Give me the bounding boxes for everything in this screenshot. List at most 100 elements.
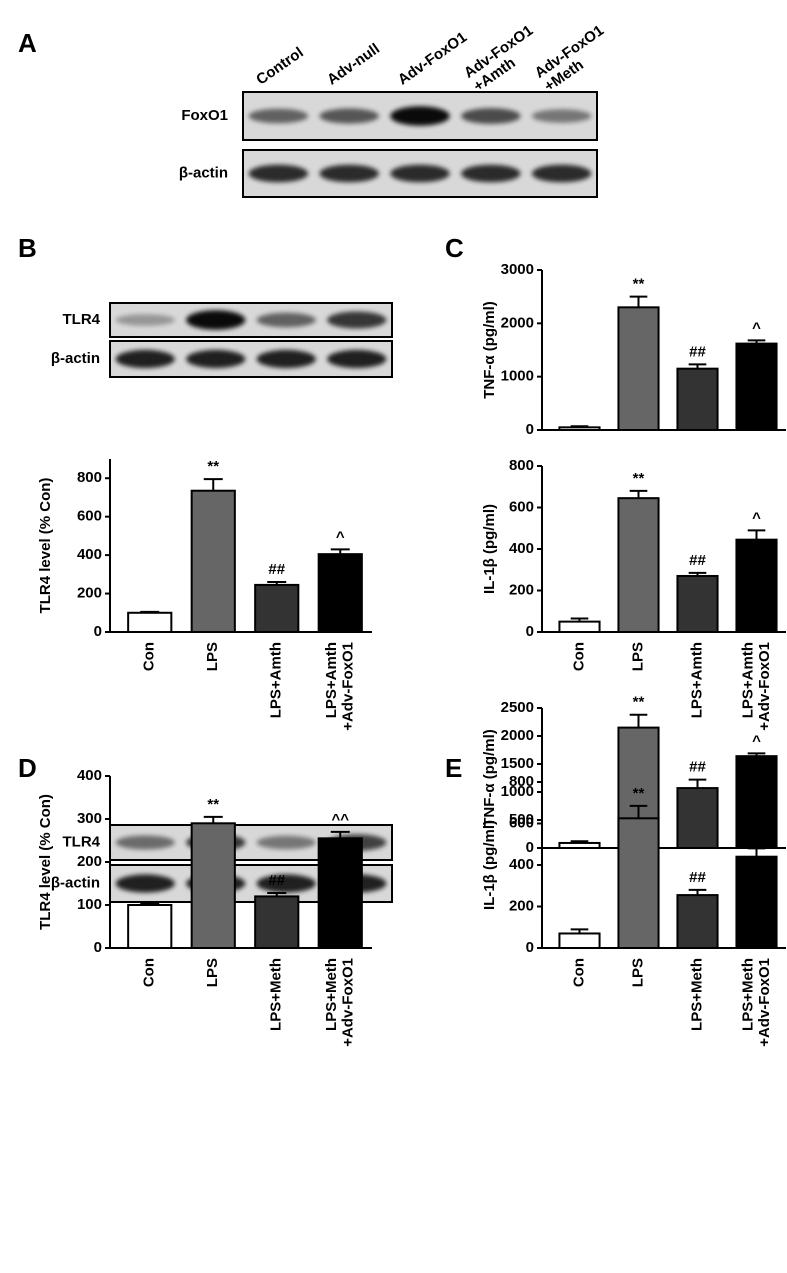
panel-label: B — [18, 233, 37, 263]
y-tick-label: 400 — [77, 546, 102, 563]
lane-label: Control — [253, 44, 306, 89]
y-tick-label: 600 — [509, 498, 534, 515]
bar — [558, 620, 601, 633]
blot-row-label: β-actin — [179, 164, 228, 181]
lane-label: Adv-FoxO1 — [395, 29, 470, 89]
lane-label: Adv-null — [324, 40, 383, 88]
blot-band — [186, 349, 246, 369]
blot-row-label: TLR4 — [63, 833, 101, 850]
x-tick-label: LPS+Meth — [688, 958, 705, 1031]
y-tick-label: 200 — [509, 581, 534, 598]
x-tick-label: LPS — [204, 958, 221, 987]
y-tick-label: 0 — [94, 623, 102, 640]
blot-row-label: FoxO1 — [181, 107, 228, 124]
y-tick-label: 800 — [509, 457, 534, 474]
x-tick-label: LPS+Meth+Adv-FoxO1 — [323, 958, 357, 1047]
x-tick-label: LPS — [629, 642, 646, 671]
y-tick-label: 0 — [526, 839, 534, 856]
blot-band — [115, 874, 175, 893]
bar — [190, 489, 236, 634]
lane-label: Adv-FoxO1+Meth — [532, 22, 617, 95]
bar — [735, 538, 778, 633]
y-tick-label: 1500 — [501, 755, 534, 772]
x-tick-label: LPS+Amth — [688, 642, 705, 718]
blot-band — [461, 108, 521, 124]
x-tick-label: LPS — [629, 958, 646, 987]
blot-band — [256, 874, 316, 893]
bar — [317, 553, 363, 634]
bar — [558, 426, 601, 432]
blot-band — [390, 164, 450, 183]
bar — [676, 574, 719, 633]
significance-mark: ** — [633, 694, 645, 711]
blot-band — [327, 349, 387, 369]
y-tick-label: 2000 — [501, 727, 534, 744]
blot-band — [186, 310, 246, 330]
significance-mark: ## — [689, 552, 706, 569]
y-tick-label: 200 — [509, 897, 534, 914]
x-tick-label: LPS+Amth+Adv-FoxO1 — [323, 642, 357, 731]
bar — [190, 822, 236, 949]
significance-mark: ** — [633, 276, 645, 293]
y-axis-label: TNF-α (pg/ml) — [481, 729, 498, 827]
y-tick-label: 3000 — [501, 261, 534, 278]
bar — [317, 837, 363, 949]
significance-mark: ^ — [752, 732, 761, 749]
y-tick-label: 200 — [77, 853, 102, 870]
blot-row-label: β-actin — [51, 350, 100, 367]
significance-mark: ** — [207, 458, 219, 475]
significance-mark: ** — [633, 470, 645, 487]
y-tick-label: 400 — [509, 856, 534, 873]
x-tick-label: LPS+Amth+Adv-FoxO1 — [739, 642, 773, 731]
y-tick-label: 600 — [509, 814, 534, 831]
blot-row-label: β-actin — [51, 874, 100, 891]
y-tick-label: 0 — [94, 939, 102, 956]
bar — [676, 894, 719, 950]
significance-mark: ## — [689, 343, 706, 360]
bar — [254, 583, 300, 634]
y-tick-label: 2500 — [501, 699, 534, 716]
bar — [558, 841, 601, 850]
x-tick-label: LPS+Amth — [268, 642, 285, 718]
x-tick-label: Con — [570, 958, 587, 987]
y-tick-label: 0 — [526, 421, 534, 438]
panel-label: C — [445, 233, 464, 263]
x-tick-label: LPS+Meth+Adv-FoxO1 — [739, 958, 773, 1047]
blot-band — [319, 108, 379, 124]
y-tick-label: 1000 — [501, 783, 534, 800]
y-axis-label: TNF-α (pg/ml) — [481, 301, 498, 399]
lane-label: Adv-FoxO1+Amth — [461, 22, 546, 95]
x-tick-label: Con — [570, 642, 587, 671]
y-tick-label: 0 — [526, 623, 534, 640]
bar — [676, 787, 719, 850]
blot-band — [115, 835, 175, 850]
x-tick-label: LPS+Meth — [268, 958, 285, 1031]
significance-mark: ## — [689, 759, 706, 776]
bar — [676, 367, 719, 431]
y-axis-label: TLR4 level (% Con) — [37, 478, 54, 614]
y-tick-label: 0 — [526, 939, 534, 956]
significance-mark: ^ — [752, 827, 761, 844]
y-tick-label: 100 — [77, 896, 102, 913]
bar — [617, 817, 660, 949]
x-tick-label: Con — [141, 958, 158, 987]
x-tick-label: Con — [141, 642, 158, 671]
bar — [735, 855, 778, 950]
panel-label: A — [18, 28, 37, 58]
blot-band — [248, 164, 309, 183]
bar — [558, 932, 601, 949]
panel-label: E — [445, 753, 462, 783]
y-axis-label: IL-1β (pg/ml) — [481, 504, 498, 594]
y-tick-label: 800 — [509, 773, 534, 790]
bar — [617, 497, 660, 633]
y-tick-label: 400 — [509, 540, 534, 557]
y-tick-label: 200 — [77, 585, 102, 602]
significance-mark: ** — [633, 785, 645, 802]
bar — [127, 611, 173, 633]
bar — [127, 904, 173, 949]
bar — [617, 306, 660, 432]
x-tick-label: LPS — [204, 642, 221, 671]
significance-mark: ## — [268, 872, 285, 889]
blot-band — [256, 312, 316, 328]
